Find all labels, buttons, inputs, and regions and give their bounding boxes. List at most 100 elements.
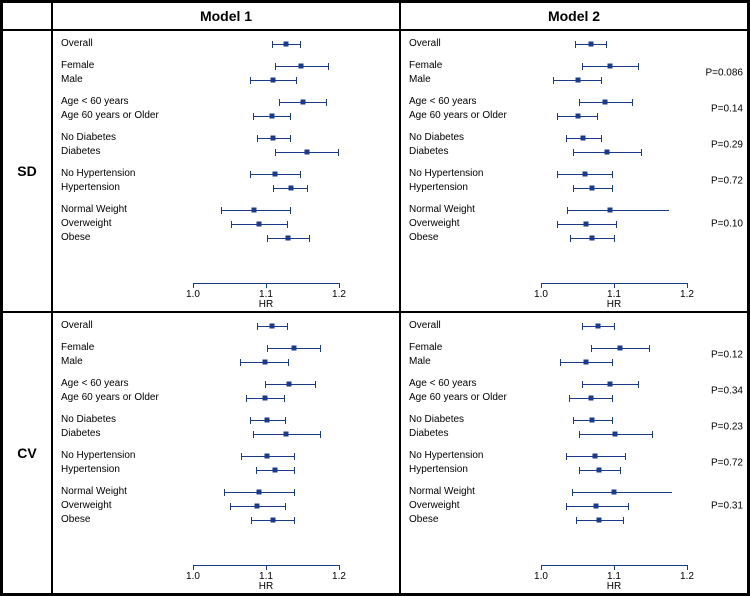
subgroup-label: Age 60 years or Older <box>61 109 191 123</box>
p-value: P=0.72 <box>711 458 743 469</box>
point-estimate <box>272 172 277 177</box>
subgroup-label: Male <box>409 355 539 369</box>
forest-plot-area <box>193 37 339 283</box>
subgroup-label: Diabetes <box>409 145 539 159</box>
col-header-label: Model 1 <box>200 8 252 24</box>
point-estimate <box>595 324 600 329</box>
axis-tick-label: 1.2 <box>680 289 694 300</box>
point-estimate <box>271 78 276 83</box>
subgroup-label: Overweight <box>409 217 539 231</box>
point-estimate <box>288 186 293 191</box>
ci-line <box>567 210 669 211</box>
subgroup-label: No Diabetes <box>61 131 191 145</box>
col-header-model2: Model 2 <box>400 2 748 30</box>
row-header-cv: CV <box>2 312 52 594</box>
subgroup-label: Age 60 years or Older <box>409 391 539 405</box>
axis-tick-label: 1.2 <box>332 571 346 582</box>
point-estimate <box>256 222 261 227</box>
ci-line <box>572 492 673 493</box>
subgroup-label: Female <box>409 59 539 73</box>
point-estimate <box>285 236 290 241</box>
point-estimate <box>291 346 296 351</box>
subgroup-label: Overall <box>61 37 191 51</box>
forest-plot-grid: Model 1 Model 2 SD OverallFemaleMaleAge … <box>0 0 750 596</box>
axis-tick <box>687 283 688 288</box>
point-estimate <box>255 504 260 509</box>
point-estimate <box>593 454 598 459</box>
subgroup-label: Age < 60 years <box>409 377 539 391</box>
subgroup-label: Male <box>409 73 539 87</box>
subgroup-label: Hypertension <box>61 181 191 195</box>
point-estimate <box>284 42 289 47</box>
p-value: P=0.29 <box>711 140 743 151</box>
subgroup-label: Overweight <box>61 217 191 231</box>
subgroup-label: No Diabetes <box>61 413 191 427</box>
point-estimate <box>272 468 277 473</box>
row-header-label: SD <box>17 163 36 179</box>
axis-title: HR <box>607 581 621 592</box>
p-value: P=0.34 <box>711 386 743 397</box>
axis-title: HR <box>259 299 273 310</box>
subgroup-labels: OverallFemaleMaleAge < 60 yearsAge 60 ye… <box>61 319 191 527</box>
subgroup-labels: OverallFemaleMaleAge < 60 yearsAge 60 ye… <box>409 319 539 527</box>
x-axis: 1.01.11.2HR <box>193 565 339 593</box>
subgroup-label: Obese <box>409 513 539 527</box>
axis-tick <box>339 283 340 288</box>
point-estimate <box>252 208 257 213</box>
point-estimate <box>265 418 270 423</box>
point-estimate <box>287 382 292 387</box>
point-estimate <box>612 490 617 495</box>
p-value: P=0.31 <box>711 501 743 512</box>
subgroup-label: Obese <box>409 231 539 245</box>
axis-tick <box>193 565 194 570</box>
subgroup-label: Male <box>61 355 191 369</box>
panel-sd-model1: OverallFemaleMaleAge < 60 yearsAge 60 ye… <box>52 30 400 312</box>
row-header-sd: SD <box>2 30 52 312</box>
subgroup-label: Obese <box>61 513 191 527</box>
point-estimate <box>603 100 608 105</box>
subgroup-label: Hypertension <box>409 463 539 477</box>
point-estimate <box>262 396 267 401</box>
axis-tick <box>266 283 267 288</box>
subgroup-label: No Hypertension <box>409 449 539 463</box>
p-value: P=0.72 <box>711 176 743 187</box>
axis-title: HR <box>259 581 273 592</box>
point-estimate <box>590 236 595 241</box>
point-estimate <box>607 64 612 69</box>
subgroup-label: Overweight <box>409 499 539 513</box>
p-value: P=0.086 <box>705 68 743 79</box>
subgroup-label: Age < 60 years <box>61 95 191 109</box>
axis-tick <box>614 565 615 570</box>
axis-tick-label: 1.2 <box>332 289 346 300</box>
point-estimate <box>617 346 622 351</box>
subgroup-label: Obese <box>61 231 191 245</box>
subgroup-label: Hypertension <box>409 181 539 195</box>
axis-tick <box>193 283 194 288</box>
col-header-model1: Model 1 <box>52 2 400 30</box>
point-estimate <box>304 150 309 155</box>
p-value: P=0.12 <box>711 350 743 361</box>
point-estimate <box>265 454 270 459</box>
point-estimate <box>588 42 593 47</box>
axis-tick <box>614 283 615 288</box>
subgroup-label: Diabetes <box>409 427 539 441</box>
axis-tick <box>541 283 542 288</box>
forest-plot-area <box>541 37 687 283</box>
subgroup-labels: OverallFemaleMaleAge < 60 yearsAge 60 ye… <box>61 37 191 245</box>
subgroup-label: Age < 60 years <box>61 377 191 391</box>
subgroup-labels: OverallFemaleMaleAge < 60 yearsAge 60 ye… <box>409 37 539 245</box>
point-estimate <box>299 64 304 69</box>
row-header-label: CV <box>17 445 36 461</box>
point-estimate <box>584 222 589 227</box>
subgroup-label: Diabetes <box>61 427 191 441</box>
point-estimate <box>300 100 305 105</box>
subgroup-label: Male <box>61 73 191 87</box>
subgroup-label: Overall <box>409 319 539 333</box>
subgroup-label: Normal Weight <box>409 485 539 499</box>
point-estimate <box>594 504 599 509</box>
point-estimate <box>607 208 612 213</box>
subgroup-label: No Hypertension <box>409 167 539 181</box>
subgroup-label: Age 60 years or Older <box>409 109 539 123</box>
axis-tick-label: 1.0 <box>534 289 548 300</box>
subgroup-label: Overall <box>61 319 191 333</box>
